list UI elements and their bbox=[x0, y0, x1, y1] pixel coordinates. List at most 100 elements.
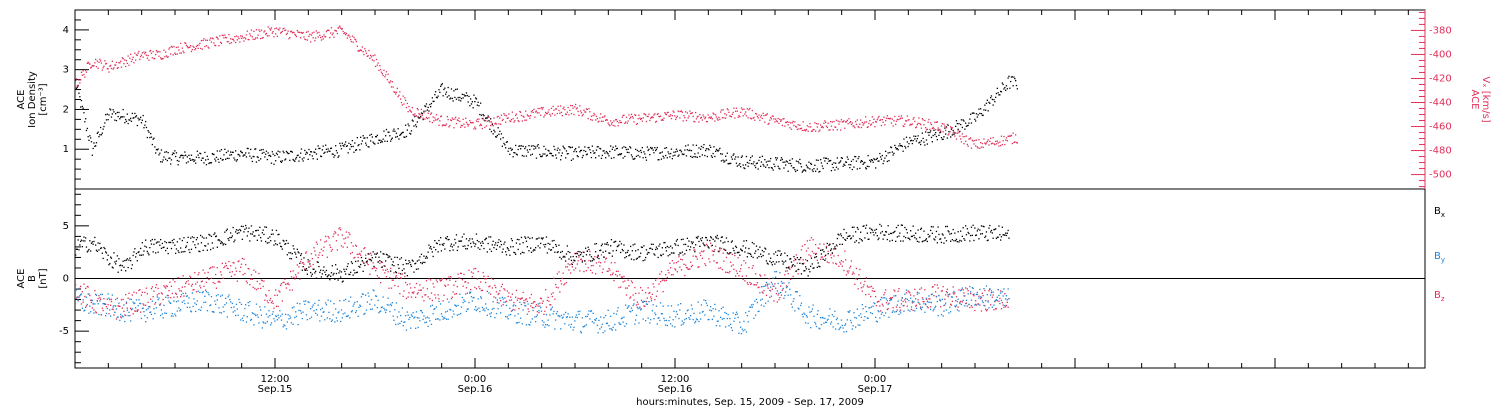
vx-series-point bbox=[625, 116, 628, 118]
by-series-point bbox=[476, 308, 478, 310]
by-series-point bbox=[705, 300, 707, 302]
vx-series-point bbox=[979, 147, 981, 149]
vx-series-point bbox=[197, 47, 199, 49]
vx-series-point bbox=[397, 96, 399, 98]
density-series-point bbox=[215, 160, 217, 162]
vx-series-point bbox=[941, 123, 943, 125]
density-series-point bbox=[791, 158, 793, 160]
bz-series-point bbox=[953, 293, 955, 295]
vx-series-point bbox=[465, 121, 468, 123]
by-series-point bbox=[823, 322, 825, 324]
bz-series-point bbox=[98, 295, 100, 297]
bx-series-point bbox=[238, 232, 240, 234]
density-series-point bbox=[885, 150, 887, 152]
vx-series-point bbox=[155, 53, 157, 56]
density-series-point bbox=[542, 153, 544, 155]
bx-series-point bbox=[319, 271, 321, 273]
bz-series-point bbox=[244, 272, 246, 275]
density-series-point bbox=[921, 132, 923, 134]
by-series-point bbox=[807, 322, 809, 324]
by-series-point bbox=[935, 305, 937, 307]
by-series-point bbox=[280, 319, 283, 321]
density-series-point bbox=[312, 158, 314, 160]
by-series-point bbox=[770, 286, 772, 288]
vx-series-point bbox=[525, 119, 528, 121]
by-series-point bbox=[634, 323, 636, 325]
vx-series-point bbox=[268, 35, 270, 37]
by-series-point bbox=[685, 312, 687, 315]
bx-series-point bbox=[129, 257, 131, 259]
density-series-point bbox=[494, 131, 496, 133]
vx-series-point bbox=[655, 121, 657, 123]
bz-series-point bbox=[479, 288, 481, 290]
density-series-point bbox=[265, 150, 268, 152]
bz-series-point bbox=[985, 308, 987, 310]
vx-series-point bbox=[637, 118, 639, 120]
bx-series-point bbox=[271, 229, 273, 231]
bz-series-point bbox=[150, 288, 153, 290]
bz-series-point bbox=[154, 303, 156, 305]
bz-series-point bbox=[337, 234, 339, 236]
density-series-point bbox=[444, 87, 446, 89]
vx-series-point bbox=[377, 62, 379, 64]
vx-series-point bbox=[348, 34, 350, 36]
vx-series-point bbox=[505, 115, 508, 117]
bz-series-point bbox=[775, 292, 778, 295]
density-series-point bbox=[883, 160, 885, 162]
vx-series-point bbox=[135, 54, 138, 56]
bz-series-point bbox=[937, 287, 939, 289]
by-series-point bbox=[929, 301, 931, 303]
by-series-point bbox=[610, 328, 613, 330]
vx-series-point bbox=[177, 46, 179, 48]
density-series-point bbox=[75, 87, 78, 89]
bx-series-point bbox=[100, 247, 102, 250]
vx-series-point bbox=[528, 115, 530, 117]
density-series-point bbox=[545, 148, 547, 150]
density-series-point bbox=[533, 148, 535, 150]
bz-series-point bbox=[363, 248, 365, 250]
density-series-point bbox=[787, 170, 789, 172]
vx-series-point bbox=[267, 26, 269, 28]
vx-series-point bbox=[264, 30, 266, 32]
bz-series-point bbox=[333, 233, 335, 235]
by-series-point bbox=[685, 317, 688, 320]
by-series-point bbox=[845, 330, 848, 333]
bz-series-point bbox=[800, 249, 803, 251]
vx-series-point bbox=[618, 122, 620, 124]
density-series-point bbox=[552, 155, 554, 157]
by-series-point bbox=[362, 293, 364, 295]
by-series-point bbox=[835, 328, 837, 330]
density-series-point bbox=[237, 153, 239, 156]
vx-series-point bbox=[785, 121, 787, 124]
vx-series-point bbox=[265, 32, 268, 35]
bz-series-point bbox=[698, 266, 700, 268]
vx-series-point bbox=[576, 107, 578, 109]
bz-series-point bbox=[153, 290, 155, 292]
vx-series-point bbox=[973, 143, 975, 145]
density-series-point bbox=[995, 96, 997, 98]
density-series-point bbox=[695, 156, 697, 158]
by-series-point bbox=[758, 310, 760, 312]
density-series-point bbox=[769, 160, 771, 162]
bz-series-point bbox=[982, 295, 984, 297]
by-series-point bbox=[168, 300, 170, 302]
by-series-point bbox=[890, 299, 893, 301]
bz-series-point bbox=[884, 292, 886, 294]
by-series-point bbox=[115, 298, 117, 301]
bz-series-point bbox=[99, 297, 101, 299]
by-series-point bbox=[153, 308, 155, 310]
bz-series-point bbox=[434, 294, 436, 296]
bz-series-point bbox=[435, 279, 438, 281]
bz-series-point bbox=[955, 306, 957, 308]
by-series-point bbox=[177, 300, 179, 302]
by-series-point bbox=[742, 330, 744, 332]
bz-series-point bbox=[625, 294, 628, 296]
by-series-point bbox=[656, 323, 658, 325]
vx-series-point bbox=[131, 58, 133, 61]
vx-series-point bbox=[455, 122, 458, 125]
by-series-point bbox=[465, 293, 467, 295]
by-series-point bbox=[529, 324, 531, 326]
density-series-point bbox=[632, 158, 634, 160]
vx-series-point bbox=[830, 121, 832, 123]
vx-series-point bbox=[648, 113, 650, 115]
